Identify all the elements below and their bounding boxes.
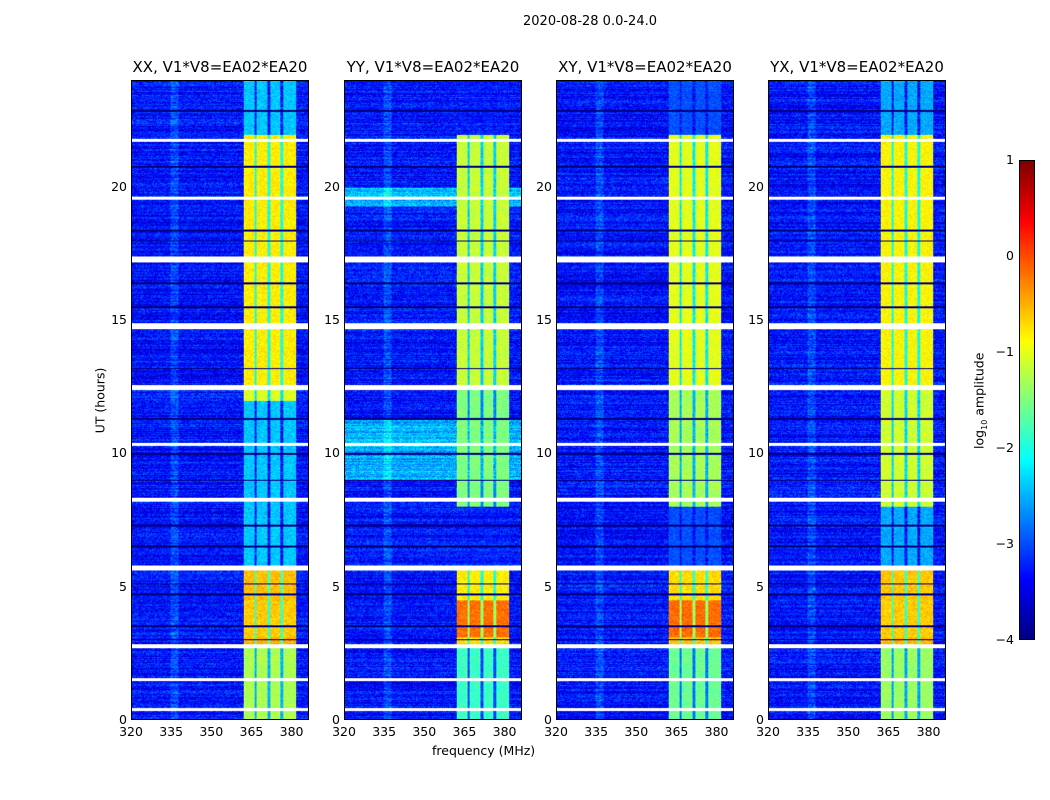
y-tick-label: 20 <box>748 178 764 194</box>
y-tick-label: 0 <box>119 712 127 727</box>
y-tick-label: 10 <box>748 445 764 461</box>
x-tick-label: 320 <box>332 724 356 739</box>
colorbar-tick-label: 1 <box>1006 152 1014 167</box>
colorbar-tick-label: −1 <box>995 344 1014 359</box>
y-tick-label: 0 <box>756 712 764 727</box>
y-tick-label: 10 <box>536 445 552 461</box>
x-tick-label: 320 <box>756 724 780 739</box>
x-axis-label: frequency (MHz) <box>432 743 536 758</box>
x-tick-label: 320 <box>119 724 143 739</box>
heatmap-panel <box>768 80 946 720</box>
y-tick-label: 5 <box>332 578 340 594</box>
x-tick-label: 380 <box>916 724 941 739</box>
x-tick-label: 335 <box>159 724 184 739</box>
y-tick-label: 10 <box>324 445 340 461</box>
y-tick-label: 5 <box>119 578 127 594</box>
x-tick-label: 350 <box>199 724 224 739</box>
x-tick-label: 380 <box>279 724 304 739</box>
y-tick-label: 20 <box>536 178 552 194</box>
heatmap-panel <box>556 80 734 720</box>
y-tick-label: 15 <box>748 312 764 327</box>
x-tick-label: 380 <box>492 724 517 739</box>
y-axis-label: UT (hours) <box>92 367 108 434</box>
y-tick-label: 15 <box>111 312 127 327</box>
colorbar-tick-label: −3 <box>995 536 1014 551</box>
colorbar-tick-label: −4 <box>995 632 1014 647</box>
x-tick-label: 335 <box>372 724 397 739</box>
x-tick-label: 365 <box>239 724 264 739</box>
colorbar-tick-label: −2 <box>995 440 1014 455</box>
heatmap-panel <box>344 80 522 720</box>
figure-title: 2020-08-28 0.0-24.0 <box>523 14 657 29</box>
colorbar-label: log10 amplitude <box>971 352 989 449</box>
panel-title: YX, V1*V8=EA02*EA20 <box>770 58 944 76</box>
x-tick-label: 320 <box>544 724 568 739</box>
panel-title: XY, V1*V8=EA02*EA20 <box>558 58 732 76</box>
y-tick-label: 15 <box>536 312 552 327</box>
panel-title: YY, V1*V8=EA02*EA20 <box>346 58 520 76</box>
heatmap-panel <box>131 80 309 720</box>
y-tick-label: 5 <box>544 578 552 594</box>
y-tick-label: 5 <box>756 578 764 594</box>
y-tick-label: 10 <box>111 445 127 461</box>
x-tick-label: 350 <box>412 724 437 739</box>
y-tick-label: 20 <box>324 178 340 194</box>
y-tick-label: 0 <box>544 712 552 727</box>
x-tick-label: 350 <box>624 724 649 739</box>
x-tick-label: 380 <box>704 724 729 739</box>
y-tick-label: 0 <box>332 712 340 727</box>
x-tick-label: 350 <box>836 724 861 739</box>
x-tick-label: 335 <box>796 724 821 739</box>
x-tick-label: 365 <box>664 724 689 739</box>
colorbar-tick-label: 0 <box>1006 248 1014 263</box>
panel-title: XX, V1*V8=EA02*EA20 <box>132 58 308 76</box>
y-tick-label: 15 <box>324 312 340 327</box>
x-tick-label: 365 <box>452 724 477 739</box>
y-tick-label: 20 <box>111 178 127 194</box>
x-tick-label: 365 <box>876 724 901 739</box>
x-tick-label: 335 <box>584 724 609 739</box>
colorbar <box>1019 160 1035 640</box>
